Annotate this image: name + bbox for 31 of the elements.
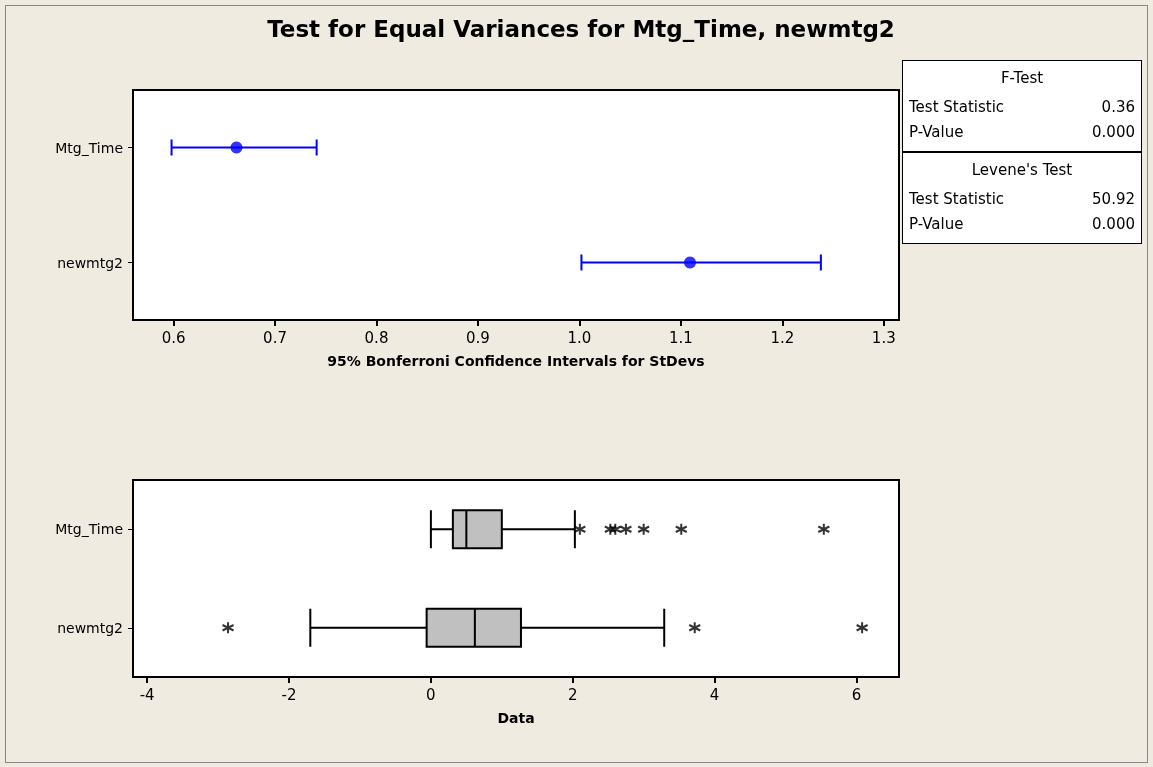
x-tick-label: 0.7 [263, 328, 287, 347]
text: Test Statistic [909, 189, 1005, 210]
y-tick-label: newmtg2 [57, 254, 123, 271]
x-tick-label: 1.2 [770, 328, 795, 347]
text: Levene's Test [970, 161, 1074, 179]
x-tick-label: -2 [281, 685, 297, 704]
x-tick-label: 1.1 [668, 328, 693, 347]
text: Test Statistic [909, 97, 1005, 118]
y-tick-label: Mtg_Time [55, 521, 123, 538]
x-axis-title: Data [497, 710, 535, 726]
text: 50.92 [1092, 189, 1135, 210]
x-tick-label: 4 [709, 685, 720, 704]
x-axis-title: 95% Bonferroni Confidence Intervals for StDevs [327, 353, 705, 369]
text: 0.000 [1092, 122, 1135, 143]
x-tick-label: 0 [426, 685, 436, 704]
y-tick-label: newmtg2 [57, 619, 123, 636]
x-tick-label: 6 [851, 685, 862, 704]
chart-title: Test for Equal Variances for Mtg_Time, newmtg2 [267, 15, 895, 42]
x-tick-label: 2 [567, 685, 578, 704]
x-tick-label: 0.9 [466, 328, 490, 347]
x-tick-label: 1.0 [567, 328, 592, 347]
x-tick-label: -4 [139, 685, 155, 704]
text: P-Value [909, 214, 964, 235]
x-tick-label: 0.8 [364, 328, 389, 347]
x-tick-label: 0.6 [161, 328, 186, 347]
y-tick-label: Mtg_Time [55, 139, 123, 156]
text: P-Value [909, 122, 964, 143]
text: F-Test [999, 69, 1045, 87]
x-tick-label: 1.3 [871, 328, 896, 347]
text: 0.36 [1101, 97, 1135, 118]
text: 0.000 [1092, 214, 1135, 235]
